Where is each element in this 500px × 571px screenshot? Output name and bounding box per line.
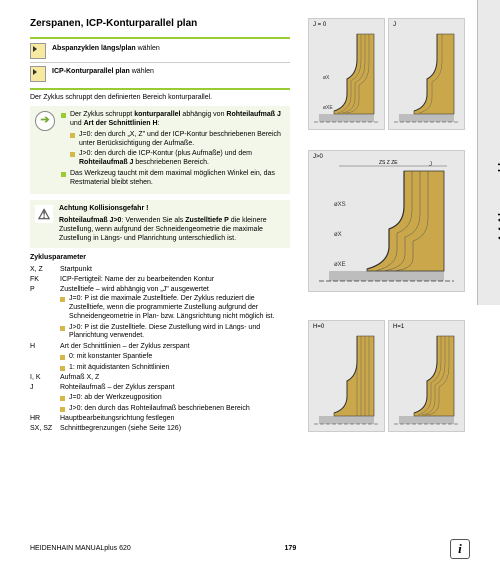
figure-h1-svg (389, 321, 464, 431)
separator (30, 62, 290, 63)
callout-info-body: Der Zyklus schruppt konturparallel abhän… (61, 111, 285, 189)
arrow-right-icon: ➔ (35, 111, 55, 131)
title-rule (30, 37, 290, 39)
cycle-icon-1 (30, 43, 46, 59)
callout-info: ➔ Der Zyklus schruppt konturparallel abh… (30, 106, 290, 194)
figure-j0-svg: øX øXE (309, 19, 384, 129)
page-footer: HEIDENHAIN MANUALplus 620 179 i (30, 539, 470, 559)
selector-row-2: ICP-Konturparallel plan wählen (30, 66, 290, 82)
svg-text:øXE: øXE (334, 262, 346, 268)
footer-left: HEIDENHAIN MANUALplus 620 (30, 545, 131, 554)
info-icon: i (450, 539, 470, 559)
rule-2 (30, 88, 290, 90)
intro-text: Der Zyklus schruppt den definierten Bere… (30, 94, 290, 103)
warning-head: Achtung Kollisionsgefahr ! (59, 205, 285, 214)
figure-j0: J = 0 øX øXE (308, 18, 385, 130)
page-title: Zerspanen, ICP-Konturparallel plan (30, 18, 290, 31)
callout-warning-body: Achtung Kollisionsgefahr ! Rohteilaufmaß… (59, 205, 285, 243)
svg-text:øXE: øXE (323, 105, 333, 111)
side-tab: 4.4 Abspanzyklen (477, 0, 500, 305)
footer-page: 179 (285, 545, 297, 554)
svg-text:øX: øX (323, 75, 330, 81)
params-head: Zyklusparameter (30, 254, 290, 263)
figure-large: J>0 øXS øX øXE J ZS Z ZE (308, 150, 465, 292)
warning-icon: ⚠ (35, 205, 53, 223)
selector-text-1: Abspanzyklen längs/plan wählen (52, 43, 160, 54)
parameters: Zyklusparameter X, ZStartpunkt FKICP-Fer… (30, 254, 290, 434)
figure-h0-svg (309, 321, 384, 431)
svg-text:øX: øX (334, 232, 342, 238)
figure-h1: H=1 (388, 320, 465, 432)
figure-h0: H=0 (308, 320, 385, 432)
figure-jgt0-top: J (388, 18, 465, 130)
selector-text-2: ICP-Konturparallel plan wählen (52, 66, 154, 77)
cycle-icon-2 (30, 66, 46, 82)
figure-j-svg (389, 19, 464, 129)
svg-text:øXS: øXS (334, 202, 346, 208)
figure-large-svg: øXS øX øXE J ZS Z ZE (309, 151, 464, 291)
svg-text:ZS Z ZE: ZS Z ZE (379, 160, 398, 166)
page: 4.4 Abspanzyklen Zerspanen, ICP-Konturpa… (0, 0, 500, 571)
callout-warning: ⚠ Achtung Kollisionsgefahr ! Rohteilaufm… (30, 200, 290, 248)
selector-row-1: Abspanzyklen längs/plan wählen (30, 43, 290, 59)
main-content: Zerspanen, ICP-Konturparallel plan Abspa… (30, 18, 290, 435)
svg-text:J: J (429, 162, 432, 168)
